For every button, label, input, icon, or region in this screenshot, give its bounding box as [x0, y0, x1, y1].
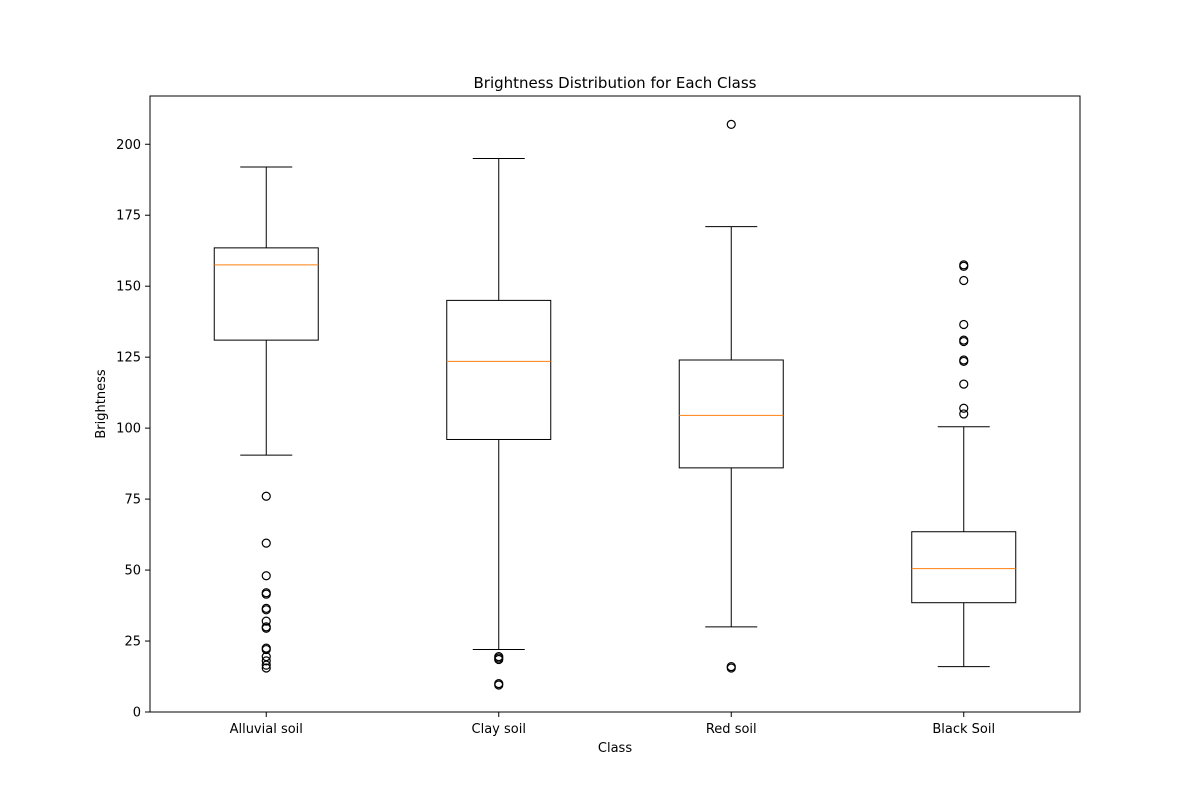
- box-group: [213, 166, 319, 673]
- outlier-point: [959, 336, 969, 347]
- outlier-point: [261, 623, 271, 633]
- outlier-point: [959, 379, 969, 389]
- outlier-point: [959, 403, 969, 413]
- outlier-point: [959, 409, 969, 419]
- outlier-point: [494, 654, 504, 665]
- iqr-box: [446, 299, 552, 440]
- box-group: [678, 119, 784, 673]
- outlier-point: [261, 538, 271, 548]
- outlier-point: [959, 319, 969, 330]
- chart-title: Brightness Distribution for Each Class: [474, 74, 757, 92]
- y-axis-label: Brightness: [94, 369, 109, 438]
- y-tick-label: 25: [124, 635, 141, 650]
- iqr-box: [213, 247, 319, 341]
- outlier-point: [261, 589, 271, 599]
- outlier-point: [959, 356, 969, 367]
- outlier-point: [726, 119, 736, 129]
- y-tick-label: 175: [116, 209, 141, 224]
- outlier-point: [726, 663, 736, 673]
- x-tick-label: Black Soil: [932, 722, 995, 737]
- y-tick-label: 125: [116, 351, 141, 366]
- x-tick-label: Alluvial soil: [230, 722, 303, 737]
- y-tick-label: 100: [116, 422, 141, 437]
- y-tick-label: 150: [116, 280, 141, 295]
- box-group: [446, 157, 552, 690]
- plot-frame: [149, 95, 1081, 713]
- y-tick-label: 0: [133, 706, 141, 721]
- iqr-box: [911, 531, 1017, 604]
- outlier-point: [261, 663, 271, 673]
- x-tick-label: Red soil: [706, 722, 757, 737]
- y-tick-label: 75: [124, 493, 141, 508]
- iqr-box: [678, 359, 784, 469]
- outlier-point: [261, 656, 271, 666]
- plot-area: 0 25 50 75 100 125 150 175 200 Alluvial soil Clay …: [116, 95, 1081, 737]
- outlier-point: [261, 616, 271, 626]
- outlier-point: [261, 644, 271, 655]
- outlier-point: [959, 261, 969, 271]
- outlier-point: [959, 275, 969, 286]
- y-tick-label: 200: [116, 138, 141, 153]
- x-tick-label: Clay soil: [472, 722, 526, 737]
- outlier-point: [261, 491, 271, 501]
- box-group: [911, 260, 1017, 668]
- outlier-point: [494, 680, 504, 690]
- x-axis-label: Class: [598, 741, 632, 756]
- outlier-point: [261, 603, 271, 613]
- y-tick-label: 50: [124, 564, 141, 579]
- outlier-point: [261, 571, 271, 581]
- outlier-point: [261, 660, 271, 670]
